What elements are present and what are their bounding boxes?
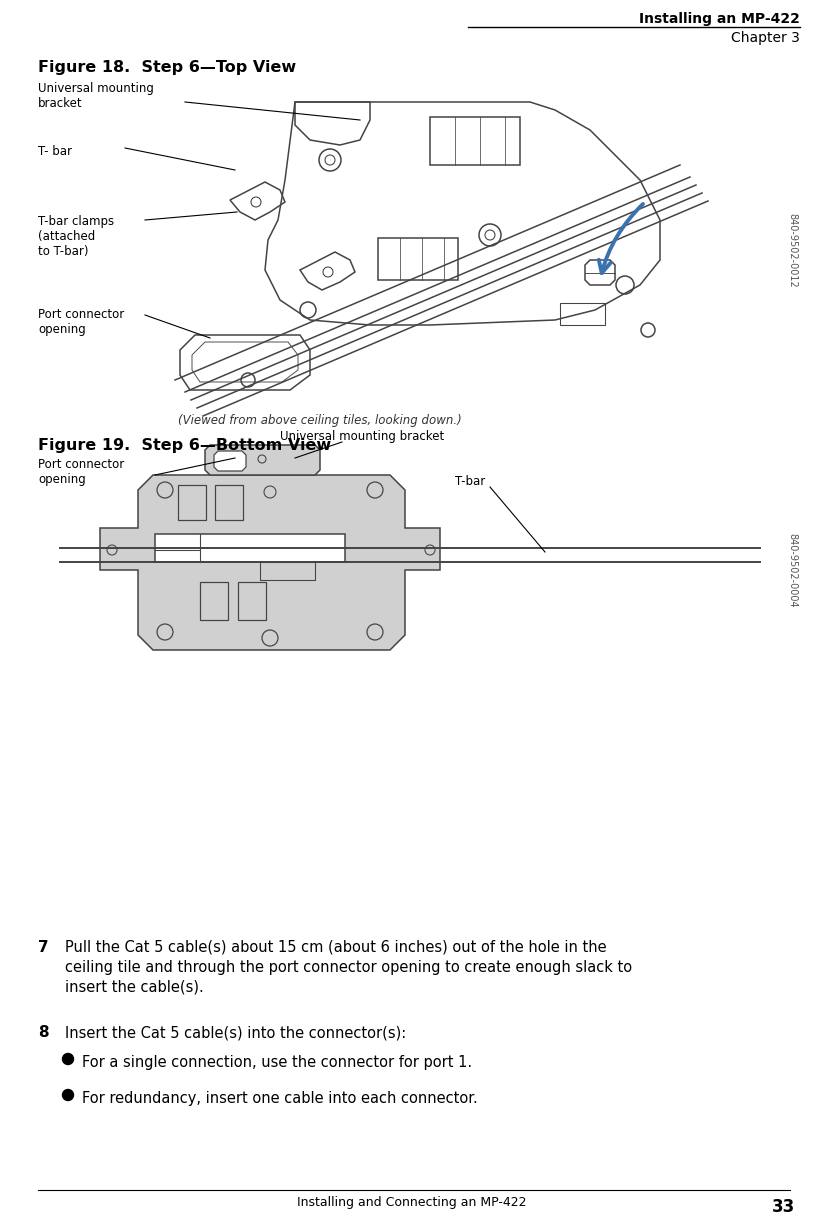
Circle shape [63,1089,73,1100]
Text: T-bar: T-bar [455,475,485,488]
Text: Installing and Connecting an MP-422: Installing and Connecting an MP-422 [297,1196,526,1209]
Text: Universal mounting bracket: Universal mounting bracket [280,429,444,443]
Text: 33: 33 [771,1198,795,1216]
Text: Insert the Cat 5 cable(s) into the connector(s):: Insert the Cat 5 cable(s) into the conne… [65,1025,406,1039]
Polygon shape [214,451,246,471]
Text: Installing an MP-422: Installing an MP-422 [639,12,800,26]
Text: Figure 19.  Step 6—Bottom View: Figure 19. Step 6—Bottom View [38,438,331,453]
Polygon shape [100,475,440,650]
Text: (Viewed from above ceiling tiles, looking down.): (Viewed from above ceiling tiles, lookin… [178,414,462,427]
Circle shape [63,1054,73,1065]
Text: For a single connection, use the connector for port 1.: For a single connection, use the connect… [82,1055,472,1070]
Text: 840-9502-0004: 840-9502-0004 [787,533,797,608]
Text: Pull the Cat 5 cable(s) about 15 cm (about 6 inches) out of the hole in the
ceil: Pull the Cat 5 cable(s) about 15 cm (abo… [65,939,632,994]
Polygon shape [205,445,320,475]
Text: Universal mounting
bracket: Universal mounting bracket [38,82,154,110]
Text: T- bar: T- bar [38,145,72,159]
Text: T-bar clamps
(attached
to T-bar): T-bar clamps (attached to T-bar) [38,215,114,257]
FancyBboxPatch shape [155,534,345,562]
Text: Port connector
opening: Port connector opening [38,458,125,486]
Text: For redundancy, insert one cable into each connector.: For redundancy, insert one cable into ea… [82,1091,478,1107]
Text: 840-9502-0012: 840-9502-0012 [787,212,797,288]
Text: 7: 7 [38,939,49,955]
Text: 8: 8 [38,1025,49,1039]
Text: Chapter 3: Chapter 3 [731,30,800,45]
Text: Figure 18.  Step 6—Top View: Figure 18. Step 6—Top View [38,60,296,74]
Text: Port connector
opening: Port connector opening [38,307,125,336]
